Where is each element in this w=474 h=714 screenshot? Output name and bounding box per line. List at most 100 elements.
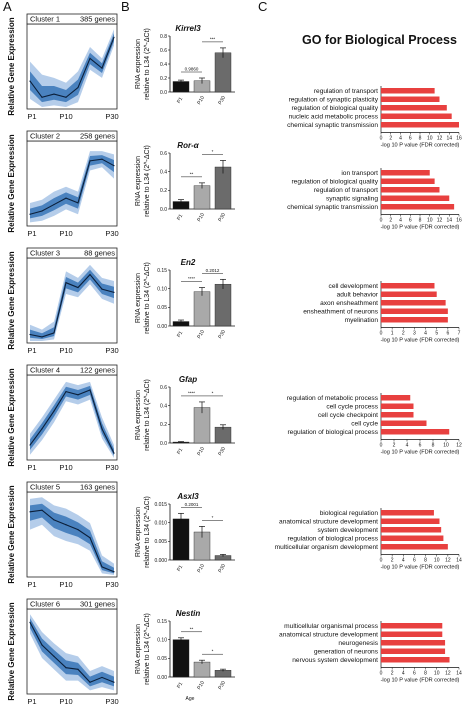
x-axis-label: -log 10 P value (FDR corrected)	[381, 338, 460, 344]
go-term-label: nervous system development	[292, 657, 378, 664]
go-bar	[381, 544, 448, 550]
x-tick-label: 6	[409, 218, 412, 224]
y-tick-label: 0.0	[160, 441, 167, 447]
series-line	[29, 37, 115, 98]
go-term-label: regulation of biological quality	[291, 105, 378, 112]
y-tick-label: 0.2	[160, 76, 167, 82]
x-tick-label: P1	[176, 681, 184, 689]
x-tick-label: 6	[419, 443, 422, 449]
go-term-label: regulation of metabolic process	[287, 395, 379, 402]
go-term-label: cell development	[329, 283, 379, 290]
x-tick-label: 8	[424, 671, 427, 677]
go-bar	[381, 657, 450, 663]
y-axis-label: Relative Gene Expression	[7, 251, 16, 349]
y-tick-label: 0.10	[157, 286, 167, 292]
go-term-label: regulation of biological process	[287, 535, 378, 542]
significance-label: **	[190, 171, 194, 176]
go-term-label: system development	[318, 527, 379, 534]
data-point	[29, 444, 31, 446]
data-point	[77, 529, 79, 531]
go-bar	[381, 300, 446, 306]
go-term-label: chemical synaptic transmission	[287, 204, 378, 211]
go-bar	[381, 412, 414, 418]
go-bar	[381, 88, 435, 94]
x-tick-label: P1	[176, 213, 184, 221]
qpcr-chart-5: Asxl3 0.000 0.005 0.010 0.015 P1 P10 P30 0.2001 *…	[135, 492, 235, 574]
x-tick-label: 4	[424, 331, 427, 337]
data-point	[65, 96, 67, 98]
y-axis-label-line2: relative to L34 (2^-ΔCt)	[144, 262, 151, 334]
y-axis-label-line1: RNA expression	[135, 390, 142, 440]
x-tick-label: P10	[196, 329, 206, 340]
data-point	[89, 57, 91, 60]
x-tick-label: 4	[399, 136, 402, 142]
x-tick-label: P1	[176, 96, 184, 104]
y-axis-label-line1: RNA expression	[135, 624, 142, 674]
x-tick-label: P1	[176, 330, 184, 338]
go-bar	[381, 510, 434, 516]
go-bar	[381, 527, 442, 533]
x-tick-label: P10	[196, 680, 206, 691]
y-axis-label-line1: RNA expression	[135, 273, 142, 323]
x-tick-label: 4	[402, 558, 405, 564]
go-bar	[381, 535, 444, 541]
x-axis-label: -log 10 P value (FDR corrected)	[381, 565, 460, 571]
x-tick-label: 1	[391, 331, 394, 337]
cluster-header	[26, 481, 118, 493]
go-term-label: regulation of transport	[314, 88, 378, 95]
y-axis-label: Relative Gene Expression	[7, 368, 16, 466]
expression-inner-band	[30, 503, 114, 574]
x-tick-label: P1	[176, 564, 184, 572]
data-point	[29, 213, 31, 215]
significance-label: ***	[210, 36, 216, 41]
y-axis-label: Relative Gene Expression	[7, 485, 16, 583]
y-axis-label-line2: relative to L34 (2^-ΔCt)	[144, 496, 151, 568]
x-tick-label: P30	[217, 446, 227, 457]
x-axis-label: -log 10 P value (FDR corrected)	[381, 143, 460, 149]
data-point	[53, 332, 55, 334]
y-axis-label-line2: relative to L34 (2^-ΔCt)	[144, 28, 151, 100]
data-point	[89, 389, 91, 391]
data-point	[65, 390, 67, 393]
x-tick-label: 0	[380, 136, 383, 142]
x-tick-label: 2	[389, 218, 392, 224]
go-bar	[381, 204, 455, 210]
go-bar	[381, 105, 447, 111]
go-bar	[381, 308, 448, 314]
go-bar	[381, 178, 435, 184]
go-bar	[381, 631, 443, 637]
expression-band	[30, 264, 114, 341]
data-point	[77, 668, 79, 670]
data-point	[113, 36, 115, 38]
data-point	[77, 86, 79, 89]
go-term-label: ensheathment of neurons	[303, 308, 378, 315]
x-tick-label: 14	[456, 671, 462, 677]
y-tick-label: 0.2	[160, 188, 167, 194]
y-tick-label: 0.2	[160, 422, 167, 428]
x-tick-label: 7	[458, 331, 461, 337]
x-tick-label: 2	[391, 558, 394, 564]
x-tick-label: 0	[380, 443, 383, 449]
x-tick-label: P1	[27, 463, 36, 472]
y-axis-label-line1: RNA expression	[135, 156, 142, 206]
y-tick-label: 0.0	[160, 207, 167, 213]
data-point	[65, 197, 67, 199]
go-title: GO for Biological Process	[302, 33, 457, 47]
cluster-gene-count: 122 genes	[80, 366, 115, 375]
go-term-label: regulation of synaptic plasticity	[289, 96, 379, 103]
cluster-gene-count: 385 genes	[80, 15, 115, 24]
cluster-title: Cluster 4	[30, 366, 60, 375]
x-tick-label: P10	[196, 563, 206, 574]
cluster-chart-5: Cluster 5 163 genes P1 P10 P30 Relative Gene …	[7, 481, 119, 589]
x-tick-label: P30	[105, 580, 118, 589]
data-point	[113, 681, 115, 683]
go-bar	[381, 518, 440, 524]
go-term-label: multicellular organism development	[275, 544, 379, 551]
series-line	[29, 158, 115, 215]
x-tick-label: 6	[413, 671, 416, 677]
x-tick-label: P10	[59, 229, 72, 238]
